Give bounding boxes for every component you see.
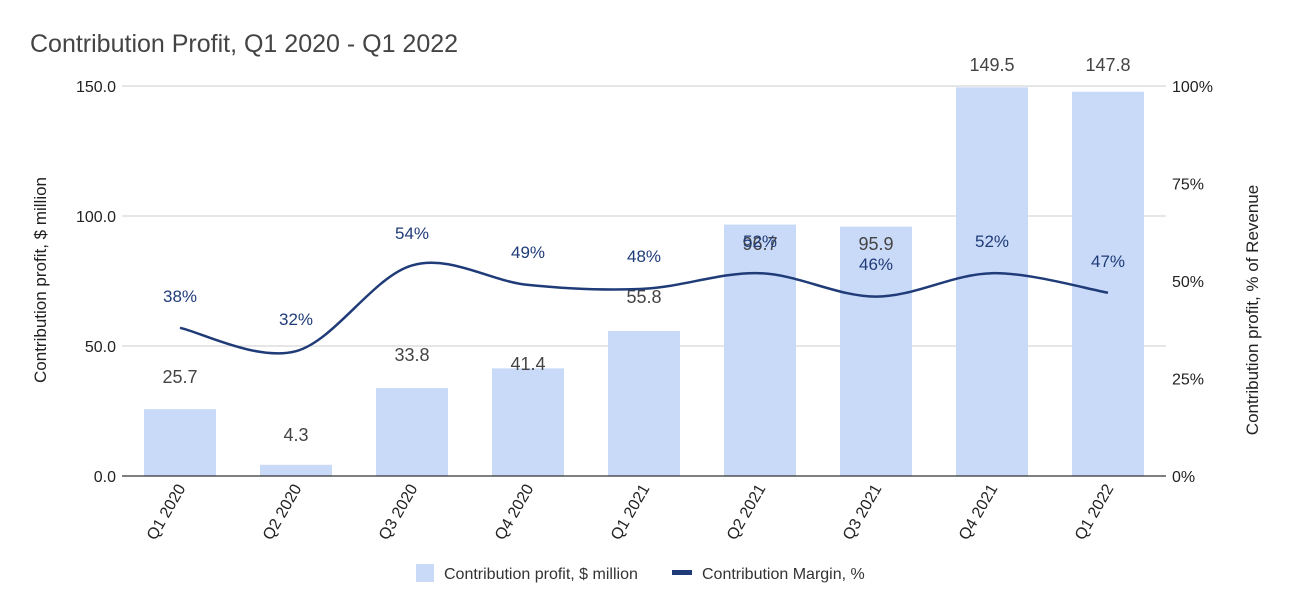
line-data-label: 38% [163, 287, 197, 306]
bar [840, 226, 912, 476]
x-tick-label: Q4 2021 [956, 481, 1001, 543]
line-series: 38% 32% 54% 49% 48% 52% 46% 52% 47% [163, 224, 1125, 355]
line-data-label: 47% [1091, 252, 1125, 271]
x-tick-label: Q3 2020 [376, 481, 421, 543]
bar-data-label: 33.8 [394, 345, 429, 365]
legend: Contribution profit, $ million Contribut… [416, 564, 865, 583]
y-tick-right: 50% [1172, 274, 1204, 291]
y-tick-left: 100.0 [76, 209, 116, 226]
y-axis-title-left: Contribution profit, $ million [31, 177, 50, 383]
x-tick-label: Q4 2020 [492, 481, 537, 543]
bar-series: 25.7 4.3 33.8 41.4 55.8 96.7 95.9 149.5 147.8 [144, 55, 1144, 477]
line-data-label: 49% [511, 243, 545, 262]
x-tick-label: Q2 2021 [724, 481, 769, 543]
legend-swatch-bar [416, 564, 434, 582]
bar [608, 330, 680, 476]
bar-data-label: 95.9 [858, 234, 893, 254]
x-tick-label: Q2 2020 [260, 481, 305, 543]
y-tick-left: 0.0 [94, 469, 116, 486]
legend-label-bar: Contribution profit, $ million [444, 566, 638, 583]
bar [492, 368, 564, 476]
x-tick-label: Q1 2020 [144, 481, 189, 543]
bar [260, 464, 332, 476]
x-tick-label: Q3 2021 [840, 481, 885, 543]
bar [724, 224, 796, 476]
margin-line [179, 261, 1109, 355]
bar-data-label: 4.3 [283, 425, 308, 445]
y-axis-title-right: Contribution profit, % of Revenue [1243, 185, 1262, 435]
y-tick-right: 0% [1172, 469, 1195, 486]
x-tick-label: Q1 2021 [608, 481, 653, 543]
line-data-label: 52% [743, 232, 777, 251]
bar-data-label: 55.8 [626, 287, 661, 307]
bar [144, 409, 216, 476]
bar-data-label: 149.5 [969, 55, 1014, 75]
bar-data-label: 96.7 [742, 234, 777, 254]
y-tick-right: 25% [1172, 372, 1204, 389]
chart-title: Contribution Profit, Q1 2020 - Q1 2022 [30, 30, 458, 58]
line-data-label: 32% [279, 310, 313, 329]
bar [1072, 91, 1144, 476]
line-data-label: 48% [627, 247, 661, 266]
y-tick-left: 50.0 [85, 339, 116, 356]
bar-data-label: 41.4 [510, 354, 545, 374]
line-data-label: 54% [395, 224, 429, 243]
legend-label-line: Contribution Margin, % [702, 566, 865, 583]
y-tick-right: 100% [1172, 79, 1213, 96]
bar-data-label: 147.8 [1085, 55, 1130, 75]
bar [956, 87, 1028, 477]
x-tick-label: Q1 2022 [1072, 481, 1117, 543]
legend-swatch-line [672, 570, 692, 575]
bar-data-label: 25.7 [162, 367, 197, 387]
y-tick-left: 150.0 [76, 79, 116, 96]
y-tick-right: 75% [1172, 177, 1204, 194]
bar [376, 388, 448, 476]
line-data-label: 46% [859, 255, 893, 274]
line-data-label: 52% [975, 232, 1009, 251]
